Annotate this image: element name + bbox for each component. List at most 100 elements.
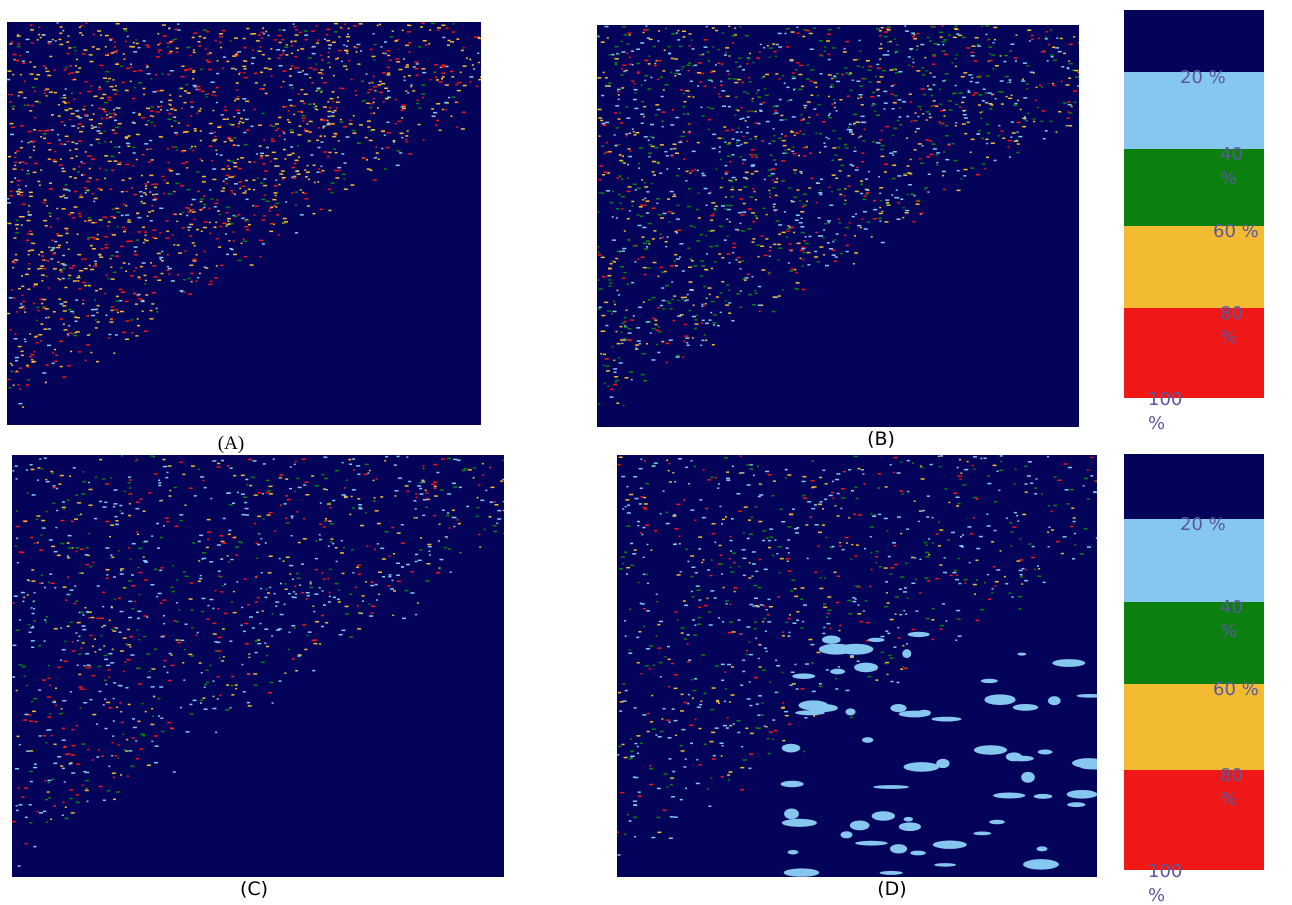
pixel bbox=[33, 698, 37, 700]
pixel bbox=[640, 743, 643, 745]
pixel bbox=[12, 108, 14, 110]
pixel bbox=[681, 627, 685, 629]
pixel bbox=[138, 548, 142, 550]
pixel bbox=[89, 566, 92, 568]
pixel bbox=[183, 679, 185, 681]
pixel bbox=[80, 161, 82, 163]
pixel bbox=[16, 805, 18, 807]
pixel bbox=[117, 164, 121, 166]
pixel bbox=[638, 307, 642, 309]
pixel bbox=[1073, 517, 1076, 519]
pixel bbox=[477, 507, 480, 509]
pixel bbox=[257, 533, 259, 535]
pixel bbox=[112, 630, 116, 632]
pixel bbox=[82, 471, 84, 473]
pixel bbox=[673, 148, 676, 150]
pixel bbox=[794, 269, 796, 271]
pixel bbox=[734, 28, 736, 30]
pixel bbox=[168, 28, 170, 30]
pixel bbox=[772, 739, 774, 741]
pixel bbox=[29, 196, 33, 198]
pixel bbox=[658, 331, 661, 333]
pixel bbox=[759, 103, 762, 105]
pixel bbox=[28, 211, 30, 213]
pixel bbox=[919, 592, 921, 594]
pixel bbox=[253, 179, 256, 181]
pixel bbox=[102, 606, 104, 608]
pixel bbox=[356, 465, 360, 467]
pixel bbox=[248, 189, 251, 191]
pixel bbox=[98, 254, 101, 256]
pixel bbox=[317, 88, 321, 90]
pixel bbox=[241, 243, 243, 245]
pixel bbox=[60, 627, 62, 629]
pixel bbox=[885, 126, 889, 128]
pixel bbox=[321, 59, 324, 61]
pixel bbox=[338, 140, 340, 142]
pixel bbox=[688, 90, 690, 92]
pixel bbox=[666, 460, 668, 462]
pixel bbox=[11, 42, 13, 44]
pixel bbox=[604, 302, 608, 304]
pixel bbox=[626, 526, 630, 528]
pixel bbox=[772, 187, 776, 189]
pixel bbox=[844, 48, 846, 50]
pixel bbox=[335, 470, 339, 472]
pixel bbox=[705, 508, 708, 510]
pixel bbox=[119, 702, 121, 704]
pixel bbox=[219, 535, 223, 537]
pixel bbox=[267, 490, 271, 492]
pixel bbox=[278, 234, 280, 236]
pixel bbox=[187, 208, 190, 210]
pixel bbox=[715, 64, 717, 66]
pixel bbox=[660, 513, 662, 515]
pixel bbox=[373, 98, 375, 100]
pixel bbox=[689, 45, 691, 47]
pixel bbox=[685, 337, 689, 339]
pixel bbox=[9, 101, 12, 103]
pixel bbox=[620, 326, 623, 328]
pixel bbox=[634, 261, 636, 263]
pixel bbox=[832, 47, 836, 49]
pixel bbox=[692, 337, 694, 339]
pixel bbox=[436, 472, 439, 474]
pixel bbox=[361, 81, 364, 83]
pixel bbox=[689, 310, 692, 312]
pixel bbox=[417, 602, 419, 604]
pixel bbox=[94, 651, 96, 653]
pixel bbox=[479, 546, 481, 548]
pixel bbox=[648, 223, 652, 225]
pixel bbox=[629, 57, 631, 59]
pixel bbox=[202, 558, 206, 560]
pixel bbox=[196, 89, 198, 91]
pixel bbox=[174, 526, 178, 528]
pixel bbox=[108, 78, 111, 80]
pixel bbox=[269, 587, 271, 589]
pixel bbox=[123, 671, 125, 673]
pixel bbox=[598, 252, 600, 254]
pixel bbox=[929, 140, 932, 142]
pixel bbox=[251, 126, 254, 128]
pixel bbox=[74, 206, 78, 208]
pixel bbox=[235, 69, 237, 71]
pixel bbox=[864, 129, 866, 131]
pixel bbox=[618, 144, 620, 146]
pixel bbox=[65, 807, 67, 809]
pixel bbox=[289, 75, 292, 77]
pixel bbox=[191, 209, 194, 211]
pixel bbox=[910, 159, 912, 161]
pixel bbox=[104, 217, 107, 219]
pixel bbox=[848, 469, 851, 471]
pixel bbox=[828, 29, 832, 31]
pixel bbox=[264, 84, 266, 86]
pixel bbox=[787, 100, 790, 102]
pixel bbox=[237, 214, 240, 216]
pixel bbox=[834, 239, 836, 241]
pixel bbox=[991, 143, 995, 145]
pixel bbox=[425, 492, 428, 494]
pixel bbox=[644, 460, 646, 462]
pixel bbox=[606, 142, 608, 144]
pixel bbox=[956, 33, 959, 35]
pixel bbox=[1083, 485, 1085, 487]
pixel bbox=[916, 204, 920, 206]
